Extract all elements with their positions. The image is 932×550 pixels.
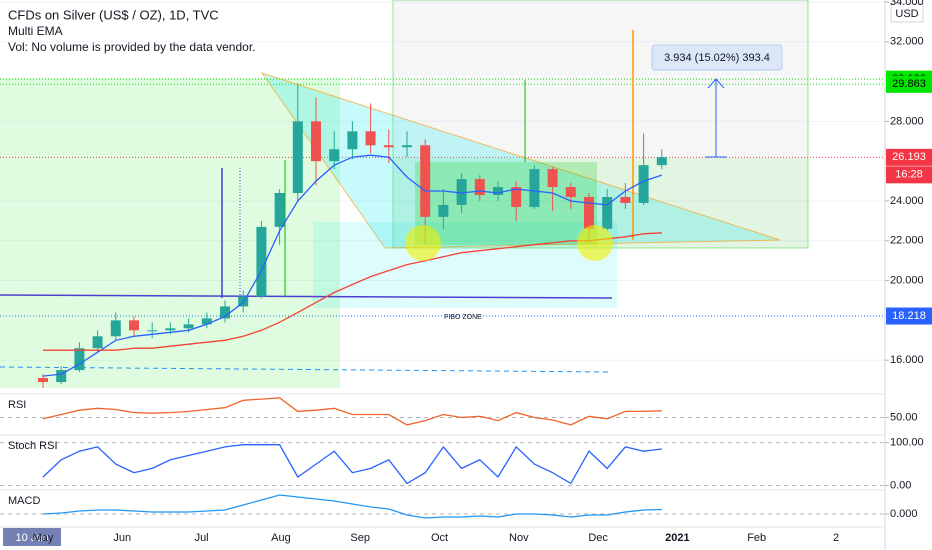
candle-body [329, 149, 340, 162]
x-tick-label: Oct [431, 532, 448, 544]
candle-body [383, 145, 394, 148]
candle-body [602, 196, 613, 229]
x-tick-label: Feb [747, 532, 766, 544]
x-tick-label: Dec [588, 532, 608, 544]
candle-body [74, 348, 85, 371]
unit-box [890, 3, 924, 23]
candle-body [38, 378, 48, 383]
x-tick-label: Jul [195, 532, 209, 544]
y-tick-label: 50.00 [890, 411, 918, 423]
indicator-line [42, 494, 662, 519]
dashed-line [0, 366, 613, 373]
candle-body [638, 165, 649, 203]
candle-body [220, 306, 230, 319]
candle-body [565, 187, 576, 197]
candle-body [147, 330, 158, 332]
drawings [0, 0, 809, 388]
candle-body [547, 169, 558, 188]
indicator-legend: Multi EMA [8, 24, 63, 38]
axes: 34.00032.00028.00024.00022.00020.00016.0… [33, 0, 932, 544]
zone-rect [0, 78, 340, 388]
marks: RSI Stoch RSI MACD [8, 83, 667, 519]
measure-text: 3.934 (15.02%) 393.4 [664, 52, 770, 64]
candle-body [493, 187, 503, 195]
candle-body [56, 370, 67, 383]
x-tick-label: May [33, 532, 54, 544]
price-badge [886, 307, 932, 325]
candle-body [365, 131, 376, 146]
overlay: 3.934 (15.02%) 393.4 FIBO ZONE CFDs on S… [8, 7, 783, 321]
candle-body [529, 169, 540, 207]
price-label: 26.193 [892, 151, 926, 163]
y-tick-label: 24.000 [890, 195, 924, 207]
x-tick-label: 2 [833, 532, 839, 544]
x-tick-label: Nov [509, 532, 529, 544]
y-tick-label: 28.000 [890, 115, 924, 127]
y-tick-label: 32.000 [890, 36, 924, 48]
grid [0, 1, 885, 515]
highlight [405, 225, 441, 261]
y-tick-label: 34.000 [890, 0, 924, 8]
candle-body [110, 320, 121, 337]
annotation: FIBO ZONE [444, 314, 482, 321]
candle-body [511, 187, 522, 207]
price-label: 18.218 [892, 310, 926, 322]
x-tick-label: Sep [350, 532, 370, 544]
pane-title: Stoch RSI [8, 440, 58, 452]
candle-body [92, 336, 103, 349]
y-tick-label: 20.000 [890, 274, 924, 286]
cursor-date-box [3, 528, 61, 546]
measure-box [651, 44, 783, 71]
chart-title: CFDs on Silver (US$ / OZ), 1D, TVC [8, 7, 219, 22]
volume-note: Vol: No volume is provided by the data v… [8, 40, 255, 54]
candle-body [347, 131, 358, 150]
candle-body [201, 318, 212, 325]
candle-body [165, 328, 176, 331]
candle-body [420, 145, 431, 217]
candle-body [438, 204, 449, 217]
candle-body [292, 121, 303, 194]
candle-body [456, 179, 467, 205]
countdown: 16:28 [895, 169, 923, 181]
candle-body [183, 324, 194, 329]
range-rect [415, 162, 597, 245]
price-badge [886, 148, 932, 166]
candle-body [402, 145, 412, 148]
cursor-date: 10 Jan [15, 532, 48, 544]
measure-arrow-head [707, 78, 725, 89]
pane-title: RSI [8, 399, 26, 411]
y-tick-label: 0.000 [890, 508, 918, 520]
candle-body [274, 193, 285, 227]
support-line [0, 294, 613, 299]
fibo-zone [313, 222, 617, 308]
zone-rect [392, 0, 809, 249]
ema-line [43, 232, 662, 351]
indicator-line [42, 397, 662, 426]
candle-body [256, 226, 267, 297]
price-badge [886, 75, 932, 93]
y-tick-label: 100.00 [890, 436, 924, 448]
pane-title: MACD [8, 495, 40, 507]
y-tick-label: 0.00 [890, 479, 911, 491]
candle-body [584, 196, 594, 229]
unit-label: USD [895, 8, 918, 20]
countdown-badge [886, 166, 932, 184]
y-tick-label: 22.000 [890, 235, 924, 247]
candle-body [620, 196, 631, 203]
candle-body [474, 179, 485, 195]
candle-body [656, 157, 667, 166]
x-tick-label: 2021 [665, 532, 689, 544]
indicator-line [42, 444, 662, 485]
candle-body [311, 121, 321, 162]
candle-body [129, 320, 139, 331]
price-label: 29.863 [892, 78, 926, 90]
y-tick-label: 16.000 [890, 354, 924, 366]
highlight [577, 225, 613, 261]
x-tick-label: Jun [113, 532, 131, 544]
x-tick-label: Aug [271, 532, 291, 544]
ema-line [42, 154, 663, 377]
